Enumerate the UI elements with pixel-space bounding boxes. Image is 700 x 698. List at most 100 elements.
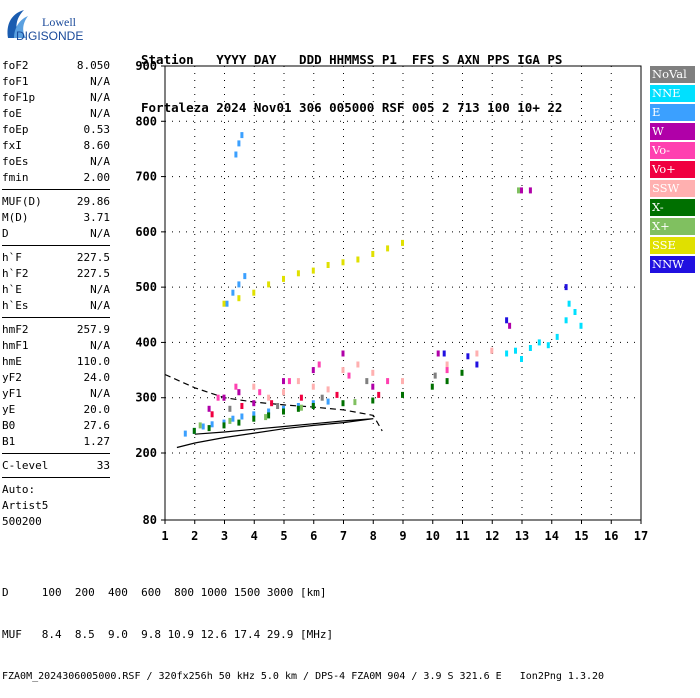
x-tick-label: 17	[634, 529, 648, 543]
data-point	[341, 400, 345, 407]
data-point	[341, 259, 345, 266]
x-tick-label: 2	[191, 529, 198, 543]
data-point	[267, 412, 271, 419]
param-label: MUF(D)	[2, 195, 42, 208]
data-point	[564, 317, 568, 324]
data-point	[356, 361, 360, 368]
data-point	[252, 411, 256, 418]
header-column-labels: Station YYYY DAY DDD HHMMSS P1 FFS S AXN…	[141, 52, 563, 67]
param-row: h`F 227.5	[2, 250, 110, 266]
data-point	[514, 347, 517, 354]
param-value: 3.71	[83, 211, 111, 224]
data-point	[225, 300, 229, 307]
param-value: 29.86	[76, 195, 110, 208]
y-tick-label: 400	[135, 335, 157, 349]
data-point	[243, 273, 247, 280]
data-point	[353, 399, 357, 406]
param-value: 1.27	[83, 435, 111, 448]
ionogram-plot: 1 2 3 4 5 6 7 8 9 10 11 12 13 14 15 16 17802003004005006…	[135, 59, 648, 543]
param-label: foEp	[2, 123, 29, 136]
separator	[2, 453, 110, 454]
param-label: yF2	[2, 371, 22, 384]
data-point	[341, 367, 345, 374]
data-point	[505, 350, 509, 357]
y-tick-label: 900	[135, 59, 157, 73]
data-point	[264, 414, 268, 421]
data-point	[222, 422, 226, 429]
x-tick-label: 4	[251, 529, 258, 543]
data-point	[520, 187, 523, 194]
data-point	[282, 378, 285, 385]
x-tick-label: 16	[604, 529, 618, 543]
param-value: N/A	[90, 339, 110, 352]
y-tick-label: 500	[135, 280, 157, 294]
data-point	[252, 400, 256, 407]
data-point	[222, 300, 226, 307]
data-point	[377, 391, 381, 398]
param-row: h`F2 227.5	[2, 266, 110, 282]
param-row: foF1 N/A	[2, 74, 110, 90]
data-point	[252, 289, 256, 296]
param-value: N/A	[90, 91, 110, 104]
param-label: M(D)	[2, 211, 29, 224]
data-point	[311, 267, 315, 274]
data-point	[237, 140, 241, 147]
data-point	[505, 317, 509, 324]
data-point	[207, 425, 211, 432]
param-label: D	[2, 227, 9, 240]
autoscale-info: Artist5	[2, 499, 49, 512]
data-point	[267, 281, 271, 288]
data-point	[210, 421, 214, 428]
legend-item: W	[650, 123, 695, 140]
param-value: 257.9	[76, 323, 110, 336]
separator	[2, 477, 110, 478]
data-point	[287, 378, 291, 385]
data-point	[520, 356, 523, 362]
data-point	[210, 411, 214, 418]
param-label: foE	[2, 107, 22, 120]
data-point	[326, 398, 330, 405]
param-label: hmE	[2, 355, 22, 368]
data-point	[198, 422, 202, 429]
param-value: N/A	[90, 75, 110, 88]
param-value: 8.050	[76, 59, 110, 72]
param-row: foEs N/A	[2, 154, 110, 170]
param-label: B0	[2, 419, 16, 432]
x-tick-label: 13	[515, 529, 529, 543]
data-point	[231, 289, 235, 296]
param-label: fxI	[2, 139, 22, 152]
data-point	[445, 378, 449, 385]
data-point	[320, 394, 324, 401]
param-row: hmF2 257.9	[2, 322, 110, 338]
legend-item: NNE	[650, 85, 695, 102]
param-label: yF1	[2, 387, 22, 400]
data-point	[192, 427, 196, 434]
y-tick-label: 80	[143, 513, 157, 527]
param-label: fmin	[2, 171, 29, 184]
param-value: 27.6	[83, 419, 111, 432]
x-tick-label: 5	[280, 529, 287, 543]
param-row: hmF1 N/A	[2, 338, 110, 354]
param-value: N/A	[90, 227, 110, 240]
x-tick-label: 1	[161, 529, 168, 543]
data-point	[466, 353, 470, 360]
data-point	[326, 386, 330, 393]
data-point	[234, 383, 238, 390]
data-point	[326, 262, 330, 268]
data-point	[371, 383, 375, 390]
param-row: yF1 N/A	[2, 386, 110, 402]
clevel-row: C-level 33	[2, 458, 110, 474]
data-point	[282, 275, 285, 282]
data-point	[356, 256, 360, 263]
data-point	[555, 333, 559, 340]
param-label: h`E	[2, 283, 22, 296]
data-point	[365, 378, 369, 385]
param-label: h`F2	[2, 267, 29, 280]
param-row: B0 27.6	[2, 418, 110, 434]
data-point	[347, 372, 351, 379]
data-point	[433, 372, 437, 379]
data-point	[207, 405, 211, 412]
param-row: foF2 8.050	[2, 58, 110, 74]
y-tick-label: 600	[135, 225, 157, 239]
y-tick-label: 200	[135, 446, 157, 460]
